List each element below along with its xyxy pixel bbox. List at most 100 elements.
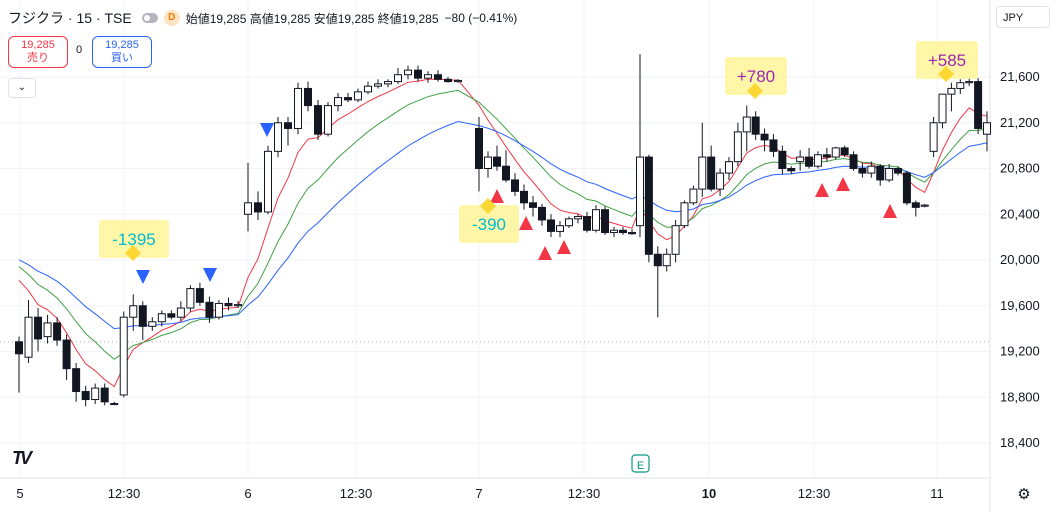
candle-body [15,341,23,355]
candle-body [502,165,510,181]
candle-body [304,87,312,107]
candle-body [983,122,991,135]
buy-button[interactable]: 19,285 買い [92,36,152,68]
x-tick-label: 10 [702,486,716,501]
candle-body [894,168,903,174]
trade-result-label [916,41,978,79]
candle-body [716,172,725,190]
y-tick-label: 19,600 [1000,298,1040,313]
buy-label: 買い [111,52,133,64]
candle-body [148,321,157,327]
candle-body [91,387,100,401]
ohlc-values: 始値19,285 高値19,285 安値19,285 終値19,285 [185,11,439,26]
candle-body [849,154,858,169]
earnings-marker-label: E [637,460,644,472]
x-tick-label: 12:30 [798,486,831,501]
candle-body [234,304,242,307]
candle-body [176,307,185,318]
collapse-button[interactable]: ⌄ [8,78,36,98]
sell-label: 売り [27,52,49,64]
candle-body [493,156,501,167]
candle-body [938,93,947,124]
sell-price: 19,285 [21,39,55,51]
candle-body [902,172,911,204]
candle-body [929,122,938,152]
candle-body [778,150,787,169]
symbol-title[interactable]: フジクラ · 15 · TSE [8,10,132,26]
y-tick-label: 19,200 [1000,344,1040,359]
x-tick-label: 7 [475,486,482,501]
candle-body [138,305,147,327]
candle-body [822,154,831,158]
candle-body [698,156,707,190]
candle-body [610,229,618,234]
candle-body [574,216,582,220]
delay-badge: D [163,10,180,26]
tradingview-logo: TV [12,448,32,469]
candle-body [424,74,432,79]
candle-body [274,122,282,152]
candle-body [284,122,292,129]
candle-body [511,179,519,192]
candle-body [742,116,751,133]
candle-body [34,316,43,340]
toggle-icon[interactable] [141,13,158,23]
candle-body [628,232,636,235]
trade-result-text: +780 [737,67,775,86]
sell-signal-marker [815,183,829,197]
candle-body [475,127,483,169]
currency-select[interactable]: JPY [996,6,1050,28]
candle-body [129,305,138,318]
y-tick-label: 18,400 [1000,435,1040,450]
candle-body [689,188,698,204]
candle-body [119,316,128,396]
candle-body [24,316,33,358]
candle-body [947,87,956,95]
quantity-value: 0 [76,44,83,56]
candle-body [374,83,382,87]
candle-body [601,209,609,234]
candle-body [644,156,653,255]
trade-result-label [725,57,787,95]
moving-average-line [18,89,988,360]
buy-signal-marker [136,270,150,284]
candle-body [911,202,920,208]
trade-result-label [99,220,169,258]
candle-body [100,387,109,403]
chevron-down-icon: ⌄ [17,82,27,93]
candle-body [186,288,195,309]
candle-body [110,403,119,406]
sell-signal-marker [490,189,504,203]
candle-body [956,82,965,89]
candle-body [53,322,62,341]
candle-body [62,339,71,370]
candle-body [538,206,546,221]
candle-body [760,133,769,141]
buy-signal-marker [203,268,217,282]
candle-body [653,253,662,267]
x-tick-label: 11 [930,486,944,501]
candle-body [769,139,778,152]
candle-body [636,156,644,227]
sell-signal-marker [557,240,571,254]
candle-body [583,216,591,231]
candle-body [751,116,760,135]
candle-body [796,156,805,163]
sell-button[interactable]: 19,285 売り [8,36,68,68]
candle-body [547,219,555,232]
candle-body [520,190,528,204]
y-tick-label: 18,800 [1000,389,1040,404]
x-tick-label: 5 [16,486,23,501]
candle-body [314,105,322,135]
candle-body [556,225,564,232]
logo-text: TV [12,448,32,468]
candle-body [344,97,352,101]
gear-icon[interactable]: ⚙ [1017,486,1031,503]
earnings-marker [631,454,650,473]
candle-body [592,209,600,231]
buy-signal-marker [260,123,274,137]
candle-body [444,78,452,83]
candle-body [354,91,362,101]
candle-body [724,161,733,174]
